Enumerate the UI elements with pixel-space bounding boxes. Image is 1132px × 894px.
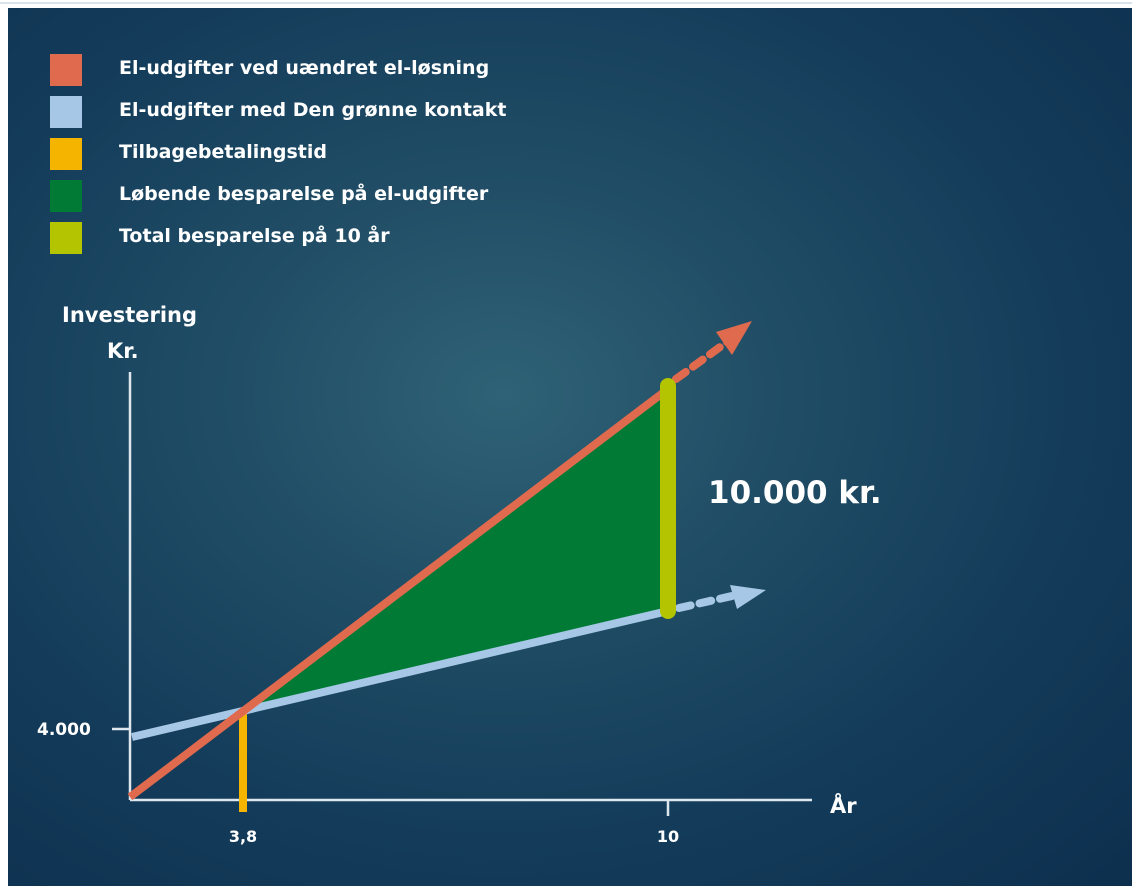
x-tick-label-payback: 3,8 xyxy=(229,827,257,846)
legend-swatch-green-contact xyxy=(50,96,82,128)
unchanged-cost-line xyxy=(127,385,671,801)
total-savings-label: 10.000 kr. xyxy=(708,475,882,511)
y-axis-title: Investering xyxy=(62,303,197,327)
legend-swatch-ongoing-savings xyxy=(50,180,82,212)
x-tick-label-end: 10 xyxy=(657,827,679,846)
y-axis-unit: Kr. xyxy=(107,339,139,363)
legend-label-payback: Tilbagebetalingstid xyxy=(119,141,327,163)
y-tick-label: 4.000 xyxy=(37,720,91,740)
green-contact-cost-line xyxy=(131,607,669,741)
green-contact-cost-arrowhead xyxy=(730,585,766,609)
green-contact-cost-extension xyxy=(675,592,736,612)
legend-swatch-total-savings xyxy=(50,222,82,254)
legend-label-green-contact: El-udgifter med Den grønne kontakt xyxy=(119,99,507,121)
top-divider xyxy=(0,2,1132,4)
legend-label-total-savings: Total besparelse på 10 år xyxy=(119,225,390,247)
x-axis-title: År xyxy=(830,793,857,818)
legend-label-ongoing-savings: Løbende besparelse på el-udgifter xyxy=(119,183,489,205)
unchanged-cost-arrowhead xyxy=(716,321,752,355)
legend-swatch-payback xyxy=(50,138,82,170)
unchanged-cost-extension xyxy=(672,338,731,383)
diagram-panel: El-udgifter ved uændret el-løsning El-ud… xyxy=(8,8,1132,886)
legend-swatch-unchanged xyxy=(50,54,82,86)
savings-diagram: Investering Kr. 4.000 År 3,8 10 10.000 k… xyxy=(37,303,882,846)
legend-label-unchanged: El-udgifter ved uændret el-løsning xyxy=(119,57,490,79)
